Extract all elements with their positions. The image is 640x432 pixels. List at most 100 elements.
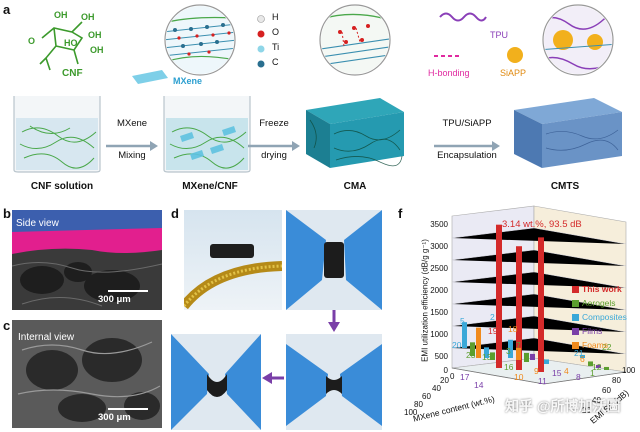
watermark-text: 知乎 @所博加沃圖: [505, 398, 621, 414]
point-label: 1: [590, 368, 595, 378]
point-label: 8: [576, 372, 581, 382]
x-tick-20: 20: [440, 376, 449, 385]
arrow-step-3: [434, 141, 500, 151]
hbond-icon: [434, 55, 460, 57]
oh-label-3: OH: [88, 30, 102, 40]
x-tick-100: 100: [404, 408, 418, 417]
reference-bar: [544, 359, 549, 364]
arrow-step-2: [248, 141, 300, 151]
point-label: 16: [504, 362, 514, 372]
reference-bar: [596, 364, 601, 368]
arrow-step-1: [106, 141, 158, 151]
point-label: 22: [602, 342, 612, 352]
reference-bar: [580, 354, 585, 358]
point-label: 18: [508, 324, 518, 334]
x-tick-80: 80: [414, 400, 423, 409]
z-tick-500: 500: [434, 352, 448, 361]
stage-label-cnf-solution: CNF solution: [30, 181, 94, 192]
this-work-bar: [538, 237, 544, 372]
reference-bar: [476, 327, 481, 358]
atom-legend-h: H: [272, 12, 279, 22]
z-tick-2000: 2000: [430, 286, 448, 295]
point-label: 23: [466, 350, 476, 360]
cmts-block: [514, 98, 622, 168]
point-label: 20: [452, 340, 462, 350]
atom-legend: [257, 15, 265, 68]
reference-bar: [484, 347, 489, 358]
step3-label-bottom: Encapsulation: [437, 150, 497, 161]
y-tick-80: 80: [612, 376, 621, 385]
reference-bar: [462, 322, 467, 348]
z-tick-3000: 3000: [430, 242, 448, 251]
panel-label-f: f: [398, 206, 403, 221]
bending-photo-2: [286, 334, 382, 430]
siapp-label: SiAPP: [500, 68, 527, 78]
hbond-label: H-bonding: [428, 68, 470, 78]
side-view-label: Side view: [16, 218, 59, 229]
x-tick-60: 60: [422, 392, 431, 401]
y-tick-20: 20: [582, 406, 591, 415]
o-label: O: [28, 36, 36, 46]
scale-bar-b: [108, 290, 148, 292]
atom-legend-ti: Ti: [272, 42, 280, 52]
legend-films: Films: [572, 324, 632, 338]
z-tick-2500: 2500: [430, 264, 448, 273]
point-label: 13: [482, 352, 492, 362]
scale-bar-c: [108, 408, 148, 410]
oh-label-4: OH: [90, 45, 104, 55]
legend-composites: Composites: [572, 310, 632, 324]
beaker-cnf-solution: [13, 96, 101, 173]
scale-label-b: 300 μm: [98, 294, 131, 305]
z-tick-1000: 1000: [430, 330, 448, 339]
point-label: 10: [514, 372, 524, 382]
point-label: 9: [534, 366, 539, 376]
stage-label-cmts: CMTS: [550, 181, 580, 192]
reference-bar: [604, 366, 609, 370]
point-label: 7: [516, 340, 521, 350]
scale-label-c: 300 μm: [98, 412, 131, 423]
point-label: 3: [506, 346, 511, 356]
legend-this-work: This work: [572, 282, 632, 296]
y-tick-100: 100: [622, 366, 636, 375]
reference-bar: [490, 352, 495, 360]
beaker-mxene-cnf: [163, 96, 251, 173]
step1-label-top: MXene: [116, 118, 148, 129]
chart-legend: This work Aerogels Composites Films Foam…: [572, 282, 632, 352]
oh-label-1: OH: [54, 10, 68, 20]
panel-label-c: c: [3, 318, 11, 333]
oh-label-2: OH: [81, 12, 95, 22]
mxene-flake-label: MXene: [173, 76, 203, 86]
x-tick-0: 0: [450, 372, 455, 381]
point-label: 6: [580, 354, 585, 364]
point-label: 2: [490, 312, 495, 322]
stage-label-mxene-cnf: MXene/CNF: [182, 181, 238, 192]
z-tick-0: 0: [443, 366, 448, 375]
ho-label: HO: [64, 38, 78, 48]
panel-label-a: a: [3, 2, 11, 17]
siapp-particle-icon: [507, 47, 523, 63]
point-label: 15: [552, 368, 562, 378]
reference-bar: [588, 361, 593, 366]
step2-label-top: Freeze: [259, 118, 289, 129]
cmts-zoom-circle: [542, 4, 614, 76]
cnf-label: CNF: [62, 68, 83, 79]
flame-resistance-photo: [184, 210, 282, 310]
point-label: 4: [564, 366, 569, 376]
y-tick-60: 60: [602, 386, 611, 395]
tpu-label: TPU: [490, 30, 508, 40]
mxene-flake: [132, 70, 168, 84]
reference-bar: [516, 347, 521, 360]
x-tick-40: 40: [432, 384, 441, 393]
point-label: 11: [538, 376, 547, 386]
point-label: 5: [460, 316, 465, 326]
panel-label-b: b: [3, 206, 11, 221]
reference-bar: [470, 342, 475, 356]
left-arrow-icon: [262, 372, 284, 384]
atom-legend-c: C: [272, 57, 279, 67]
atom-legend-o: O: [272, 27, 280, 37]
mxene-zoom-circle: [164, 4, 236, 76]
legend-aerogels: Aerogels: [572, 296, 632, 310]
tpu-line-icon: [439, 12, 487, 22]
point-label: 19: [488, 326, 498, 336]
cma-zoom-circle: [319, 4, 391, 76]
